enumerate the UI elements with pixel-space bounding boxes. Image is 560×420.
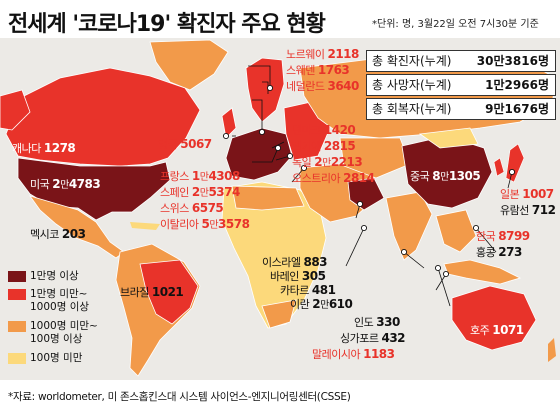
label-italy: 이탈리아 5만3578 (160, 217, 250, 232)
korea-shape (493, 157, 505, 177)
label-qatar: 카타르 481 (280, 283, 336, 298)
location-markers (222, 84, 516, 278)
label-israel: 이스라엘 883 (262, 255, 328, 270)
leader-lines (232, 65, 513, 307)
label-austria: 오스트리아 2814 (292, 171, 375, 186)
label-mexico: 멕시코 203 (30, 227, 86, 242)
southeast-asia-shape (435, 209, 477, 253)
south-africa-shape (261, 299, 297, 329)
new-zealand-shape (548, 338, 556, 362)
legend-label: 1000명 미만~ 100명 이상 (30, 320, 98, 345)
label-japan: 일본 1007 (500, 187, 554, 202)
label-hongkong: 홍콩 273 (476, 245, 522, 260)
iran-shape (347, 177, 385, 211)
label-bahrain: 바레인 305 (270, 269, 326, 284)
caribbean-shape (130, 222, 160, 230)
label-iran: 이란 2만610 (290, 297, 353, 312)
label-cruise: 유람선 712 (500, 203, 556, 218)
world-map-graphic (0, 39, 557, 377)
india-shape (385, 191, 433, 261)
world-map: 총 확진자(누계) 30만3816명 총 사망자(누계) 1만2966명 총 회… (0, 38, 560, 380)
label-india: 인도 330 (354, 315, 400, 330)
label-australia: 호주 1071 (470, 323, 524, 338)
legend-swatch (8, 289, 26, 300)
total-recovered-box: 총 회복자(누계) 9만1676명 (366, 98, 556, 120)
north-africa-shape (231, 185, 305, 211)
indonesia-shape (443, 259, 522, 285)
legend-label: 100명 미만 (30, 352, 83, 364)
uk-shape (221, 107, 237, 139)
label-uk: 영국 5067 (158, 137, 212, 152)
legend-swatch (8, 271, 26, 282)
total-deaths-value: 1만2966명 (485, 78, 549, 92)
legend-swatch (8, 353, 26, 364)
label-brazil: 브라질 1021 (120, 285, 184, 300)
australia-shape (451, 285, 537, 351)
label-belgium: 벨기에 2815 (292, 139, 356, 154)
total-recovered-value: 9만1676명 (485, 102, 549, 116)
label-norway: 노르웨이 2118 (286, 47, 359, 62)
total-deaths-label: 총 사망자(누계) (372, 78, 452, 92)
label-switzerland: 스위스 6575 (160, 201, 224, 216)
label-spain: 스페인 2만5374 (160, 185, 240, 200)
label-malaysia: 말레이시아 1183 (312, 347, 395, 362)
label-france: 프랑스 1만4308 (160, 169, 240, 184)
legend-swatch (8, 321, 26, 332)
unit-note: *단위: 명, 3월22일 오전 7시30분 기준 (372, 19, 539, 30)
label-canada: 캐나다 1278 (12, 141, 76, 156)
legend-label: 1만명 미만~ 1000명 이상 (30, 288, 90, 313)
central-asia-shape (339, 137, 411, 179)
label-korea: 한국 8799 (476, 229, 530, 244)
mexico-shape (29, 195, 125, 259)
label-usa: 미국 2만4783 (30, 177, 101, 192)
label-denmark: 덴마크 1420 (292, 123, 356, 138)
canada-shape (5, 67, 201, 167)
western-europe-shape (225, 127, 293, 181)
label-china: 중국 8만1305 (410, 169, 481, 184)
label-singapore: 싱가포르 432 (340, 331, 406, 346)
mongolia-shape (418, 127, 479, 149)
scandinavia-shape (245, 57, 285, 123)
japan-shape (505, 143, 525, 183)
label-germany: 독일 2만2213 (292, 155, 363, 170)
total-deaths-box: 총 사망자(누계) 1만2966명 (366, 74, 556, 96)
total-confirmed-box: 총 확진자(누계) 30만3816명 (366, 50, 556, 72)
total-confirmed-label: 총 확진자(누계) (372, 54, 452, 68)
total-confirmed-value: 30만3816명 (476, 54, 549, 68)
source-note: *자료: worldometer, 미 존스홉킨스대 시스템 사이언스-엔지니어… (8, 391, 351, 403)
label-sweden: 스웨덴 1763 (286, 63, 350, 78)
total-recovered-label: 총 회복자(누계) (372, 102, 452, 116)
brazil-shape (139, 259, 199, 325)
legend-label: 1만명 이상 (30, 270, 79, 282)
map-title: 전세계 '코로나19' 확진자 주요 현황 (8, 12, 326, 37)
greenland-shape (149, 39, 229, 91)
alaska-shape (0, 89, 31, 131)
label-netherlands: 네덜란드 3640 (286, 79, 359, 94)
